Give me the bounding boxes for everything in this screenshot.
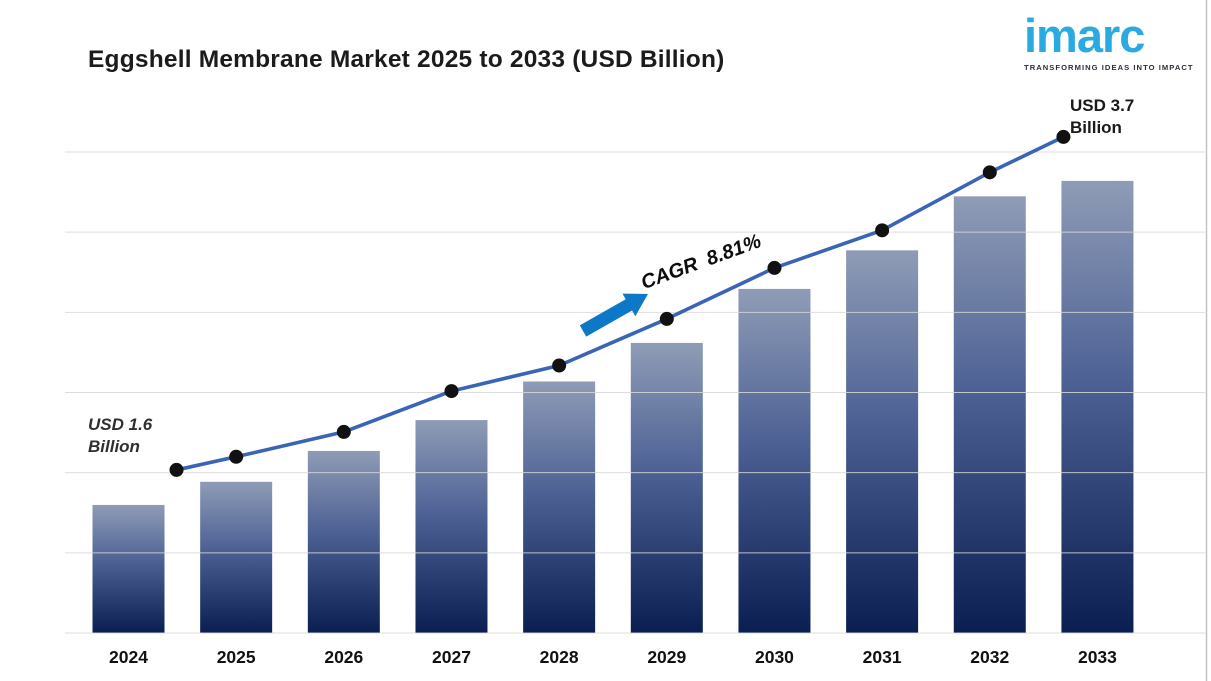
data-point-2030 xyxy=(767,260,782,275)
x-axis-label: 2024 xyxy=(109,647,148,667)
data-point-2031 xyxy=(875,223,890,238)
start-value-label: USD 1.6 Billion xyxy=(88,415,153,456)
bar-2026 xyxy=(307,450,380,633)
x-axis-label: 2033 xyxy=(1078,647,1117,667)
data-point-2028 xyxy=(552,358,567,373)
bar-2024 xyxy=(92,504,165,633)
end-value-label: USD 3.7 Billion xyxy=(1070,96,1135,137)
imarc-logo: imarc TRANSFORMING IDEAS INTO IMPACT xyxy=(1024,9,1194,73)
trend-line xyxy=(176,135,1065,472)
data-point-2027 xyxy=(444,384,459,399)
x-axis-label: 2032 xyxy=(970,647,1009,667)
x-axis-label: 2027 xyxy=(432,647,471,667)
bar-2032 xyxy=(953,196,1026,633)
bar-2031 xyxy=(846,250,919,633)
data-point-2033 xyxy=(1056,129,1071,144)
bar-2027 xyxy=(415,420,488,633)
imarc-logo-wordmark: imarc xyxy=(1024,9,1145,62)
bar-2033 xyxy=(1061,180,1134,633)
page-title: Eggshell Membrane Market 2025 to 2033 (U… xyxy=(88,46,725,73)
imarc-logo-tagline: TRANSFORMING IDEAS INTO IMPACT xyxy=(1024,63,1194,72)
x-axis-label: 2026 xyxy=(324,647,363,667)
bar-2030 xyxy=(738,288,811,633)
data-point-2029 xyxy=(659,311,674,326)
data-point-2026 xyxy=(336,424,351,439)
data-point-2024 xyxy=(169,462,184,477)
data-point-2025 xyxy=(229,449,244,464)
x-axis-label: 2031 xyxy=(863,647,902,667)
cagr-arrow-icon xyxy=(579,293,648,337)
data-point-2032 xyxy=(982,165,997,180)
x-axis-label: 2025 xyxy=(217,647,256,667)
bar-2028 xyxy=(523,381,596,633)
x-axis-label: 2030 xyxy=(755,647,794,667)
x-axis-label: 2029 xyxy=(647,647,686,667)
x-axis-label: 2028 xyxy=(540,647,579,667)
bar-2025 xyxy=(200,481,273,633)
bar-2029 xyxy=(630,342,703,633)
